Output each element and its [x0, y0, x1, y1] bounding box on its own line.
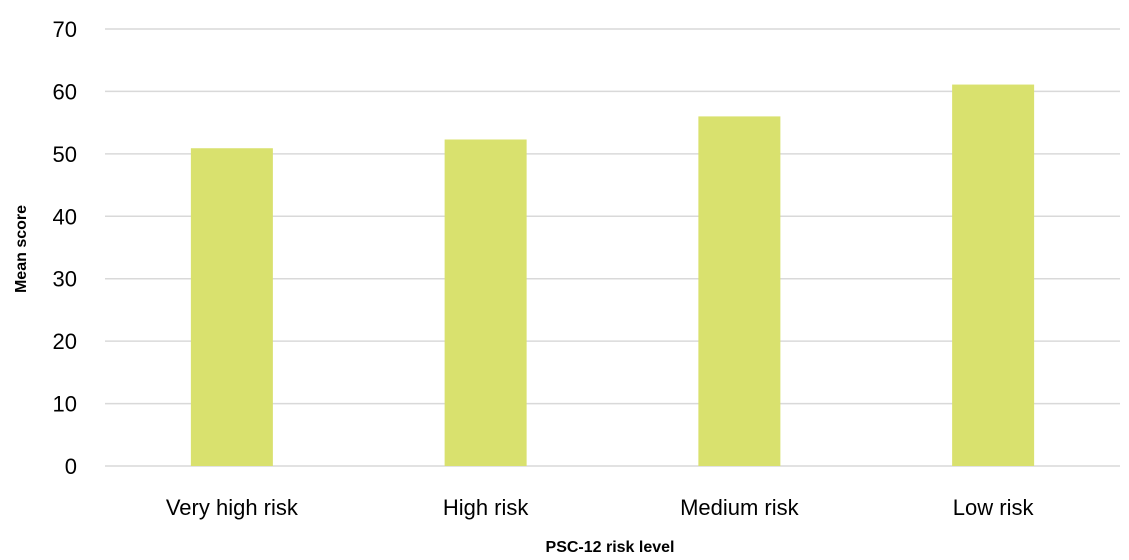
y-tick-label: 30	[53, 267, 77, 292]
x-tick-label: Low risk	[953, 495, 1035, 520]
bar-very-high-risk	[190, 148, 273, 466]
x-tick-label: Medium risk	[680, 495, 800, 520]
y-axis-ticks: 0 10 20 30 40 50 60 70	[53, 17, 77, 479]
y-axis-title: Mean score	[13, 205, 30, 293]
y-tick-label: 50	[53, 142, 77, 167]
y-tick-label: 40	[53, 204, 77, 229]
y-tick-label: 20	[53, 329, 77, 354]
bar-medium-risk	[698, 116, 781, 467]
y-tick-label: 10	[53, 392, 77, 417]
bar-low-risk	[952, 84, 1035, 466]
x-axis-ticks: Very high risk High risk Medium risk Low ri…	[166, 495, 1035, 520]
bars	[190, 84, 1035, 467]
bar-high-risk	[444, 139, 527, 466]
x-axis-title: PSC-12 risk level	[546, 539, 675, 556]
gridlines	[105, 28, 1120, 467]
y-tick-label: 0	[65, 454, 77, 479]
x-tick-label: Very high risk	[166, 495, 299, 520]
y-tick-label: 70	[53, 17, 77, 42]
y-tick-label: 60	[53, 79, 77, 104]
x-tick-label: High risk	[443, 495, 530, 520]
